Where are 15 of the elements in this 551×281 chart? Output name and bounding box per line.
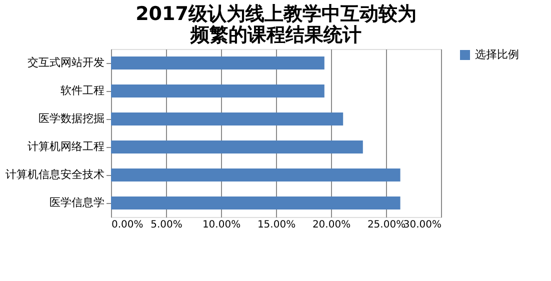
y-tick-label: 交互式网站开发 <box>28 56 104 69</box>
y-tick-label: 医学数据挖掘 <box>38 112 104 125</box>
x-tick-label: 0.00% <box>112 220 144 230</box>
y-tick-label: 软件工程 <box>60 84 104 97</box>
y-tick-label: 计算机网络工程 <box>28 140 104 153</box>
x-tick-label: 20.00% <box>312 220 351 230</box>
x-tick-label: 25.00% <box>367 220 406 230</box>
legend-label: 选择比例 <box>475 48 519 61</box>
y-tick-label: 计算机信息安全技术 <box>6 168 104 181</box>
y-tick-label: 医学信息学 <box>50 196 104 209</box>
x-tick-label: 5.00% <box>150 220 182 230</box>
x-tick-label: 15.00% <box>257 220 296 230</box>
x-tick-label: 30.00% <box>403 220 442 230</box>
chart-title: 2017级认为线上教学中互动较为频繁的课程结果统计 <box>136 3 416 46</box>
x-tick-label: 10.00% <box>202 220 241 230</box>
